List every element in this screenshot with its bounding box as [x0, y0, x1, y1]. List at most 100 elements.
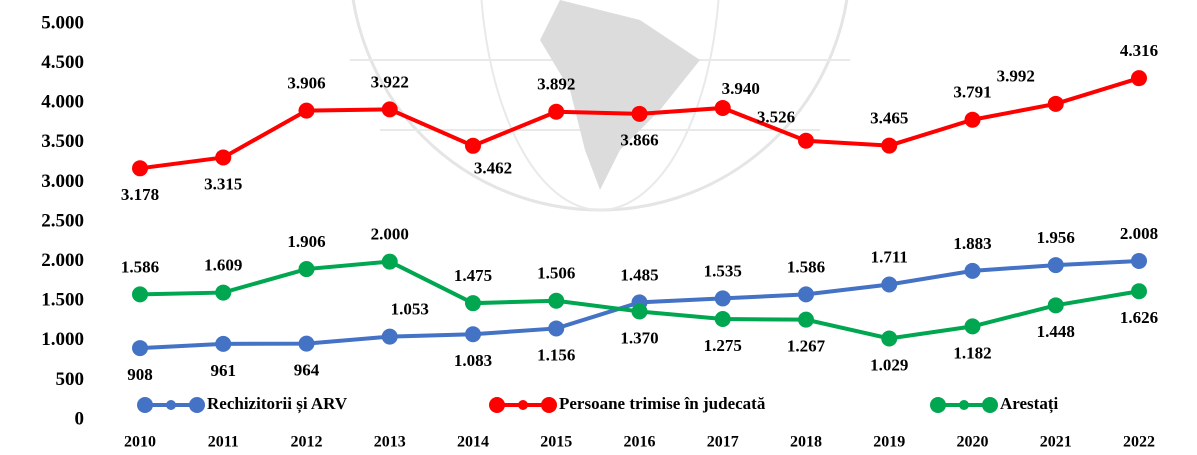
- y-tick-label: 2.500: [41, 210, 84, 231]
- data-label: 3.315: [204, 174, 242, 193]
- data-label: 3.940: [722, 79, 760, 98]
- y-tick-label: 1.000: [41, 329, 84, 350]
- y-tick-label: 1.500: [41, 290, 84, 311]
- data-point: [215, 335, 232, 352]
- data-label: 1.535: [704, 261, 742, 280]
- data-label: 3.906: [287, 74, 325, 93]
- legend-marker: [518, 400, 528, 410]
- legend-marker: [930, 397, 946, 413]
- data-label: 3.178: [121, 185, 159, 204]
- legend-marker: [137, 397, 153, 413]
- data-label: 3.462: [474, 159, 512, 178]
- data-label: 1.956: [1037, 228, 1075, 247]
- data-point: [465, 326, 481, 343]
- data-point: [631, 105, 648, 122]
- data-label: 3.866: [620, 131, 658, 150]
- data-point: [714, 99, 731, 116]
- data-label: 4.316: [1120, 41, 1158, 60]
- x-tick-label: 2011: [208, 434, 239, 451]
- data-point: [465, 295, 481, 312]
- data-label: 3.526: [757, 108, 795, 127]
- data-label: 1.626: [1120, 308, 1158, 327]
- y-tick-label: 4.500: [41, 52, 84, 73]
- data-label: 3.922: [371, 72, 409, 91]
- data-label: 1.267: [787, 337, 826, 356]
- y-tick-label: 500: [56, 369, 85, 390]
- data-point: [132, 286, 148, 303]
- data-point: [714, 311, 731, 328]
- data-label: 1.182: [953, 343, 991, 362]
- data-label: 1.275: [704, 336, 742, 355]
- data-point: [132, 340, 148, 357]
- data-label: 1.448: [1037, 322, 1075, 341]
- data-label: 3.791: [953, 83, 991, 102]
- data-label: 1.883: [953, 234, 991, 253]
- y-tick-label: 4.000: [41, 92, 84, 113]
- legend-marker: [189, 397, 205, 413]
- y-tick-label: 5.000: [41, 12, 84, 33]
- x-tick-label: 2019: [873, 434, 905, 451]
- data-point: [548, 103, 565, 120]
- data-label: 3.892: [537, 75, 575, 94]
- background-globe: [350, 0, 850, 212]
- data-label: 1.586: [787, 257, 825, 276]
- data-point: [881, 137, 898, 154]
- x-tick-label: 2017: [707, 434, 739, 451]
- data-point: [798, 286, 814, 303]
- data-point: [964, 318, 981, 335]
- x-tick-label: 2020: [957, 434, 989, 451]
- x-tick-label: 2014: [457, 434, 489, 451]
- data-point: [881, 330, 898, 347]
- y-tick-label: 0: [75, 408, 85, 429]
- data-point: [964, 262, 981, 279]
- x-tick-label: 2010: [124, 434, 156, 451]
- x-tick-label: 2013: [374, 434, 406, 451]
- data-point: [714, 290, 731, 307]
- data-label: 1.506: [537, 264, 575, 283]
- x-tick-label: 2022: [1123, 434, 1155, 451]
- x-tick-label: 2015: [540, 434, 572, 451]
- data-label: 1.609: [204, 255, 242, 274]
- legend-marker: [489, 397, 505, 413]
- data-label: 1.370: [620, 328, 658, 347]
- data-label: 1.711: [871, 247, 908, 266]
- x-tick-label: 2012: [291, 434, 323, 451]
- data-label: 964: [294, 361, 320, 380]
- data-point: [381, 253, 398, 270]
- data-label: 1.485: [620, 265, 658, 284]
- legend-label: Persoane trimise în judecată: [559, 394, 766, 413]
- data-point: [1131, 283, 1147, 300]
- data-point: [381, 101, 398, 118]
- x-tick-label: 2021: [1040, 434, 1072, 451]
- data-point: [298, 335, 315, 352]
- y-tick-label: 3.000: [41, 171, 84, 192]
- legend-marker: [959, 400, 969, 410]
- data-point: [298, 102, 315, 119]
- data-label: 1.029: [870, 355, 908, 374]
- data-point: [215, 149, 232, 166]
- data-label: 1.906: [287, 232, 325, 251]
- data-label: 1.053: [391, 300, 429, 319]
- data-point: [798, 311, 814, 328]
- data-point: [381, 328, 398, 345]
- x-tick-label: 2016: [624, 434, 656, 451]
- data-label: 1.586: [121, 257, 159, 276]
- data-point: [298, 261, 315, 278]
- y-tick-label: 2.000: [41, 250, 84, 271]
- data-point: [132, 160, 148, 177]
- data-label: 3.465: [870, 108, 908, 127]
- data-point: [631, 303, 648, 320]
- data-point: [798, 132, 814, 149]
- legend-label: Arestați: [1000, 394, 1058, 414]
- data-label: 2.008: [1120, 224, 1158, 243]
- data-point: [1047, 257, 1064, 274]
- data-point: [964, 111, 981, 128]
- data-label: 1.083: [454, 351, 492, 370]
- data-point: [1047, 95, 1064, 112]
- data-point: [881, 276, 898, 293]
- data-point: [1131, 70, 1147, 87]
- legend-marker: [166, 400, 176, 410]
- data-label: 1.156: [537, 345, 575, 364]
- data-label: 961: [211, 361, 237, 380]
- data-label: 3.992: [997, 67, 1035, 86]
